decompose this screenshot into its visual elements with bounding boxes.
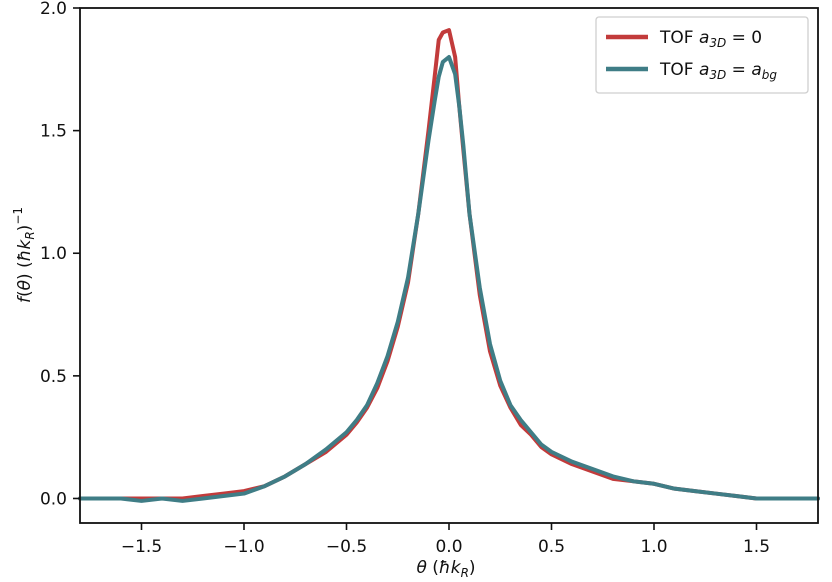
x-tick-label: 1.5	[743, 537, 770, 557]
x-ticks: −1.5 −1.0 −0.5 0.0 0.5 1.0 1.5	[121, 523, 770, 557]
y-tick-label: 0.0	[40, 489, 67, 509]
legend-label-series-1: TOF a3D = 0	[659, 28, 762, 50]
y-ticks: 0.0 0.5 1.0 1.5 2.0	[40, 0, 80, 509]
y-tick-label: 1.5	[40, 122, 67, 142]
x-tick-label: 0.5	[538, 537, 565, 557]
y-tick-label: 1.0	[40, 244, 67, 264]
legend-box	[595, 16, 809, 94]
x-axis-label: θ (ħkR)	[416, 558, 475, 580]
y-axis-label: f(θ) (ħkR)−1	[11, 207, 37, 303]
y-tick-label: 0.5	[40, 367, 67, 387]
series-layer	[78, 28, 820, 503]
legend: TOF a3D = 0 TOF a3D = abg	[595, 16, 809, 94]
x-tick-label: −1.0	[223, 537, 264, 557]
x-tick-label: −1.5	[121, 537, 162, 557]
x-tick-label: −0.5	[326, 537, 367, 557]
series-line-2	[78, 55, 820, 503]
y-tick-label: 2.0	[40, 0, 67, 19]
x-tick-label: 1.0	[640, 537, 667, 557]
legend-label-series-2: TOF a3D = abg	[659, 60, 777, 82]
x-tick-label: 0.0	[435, 537, 462, 557]
